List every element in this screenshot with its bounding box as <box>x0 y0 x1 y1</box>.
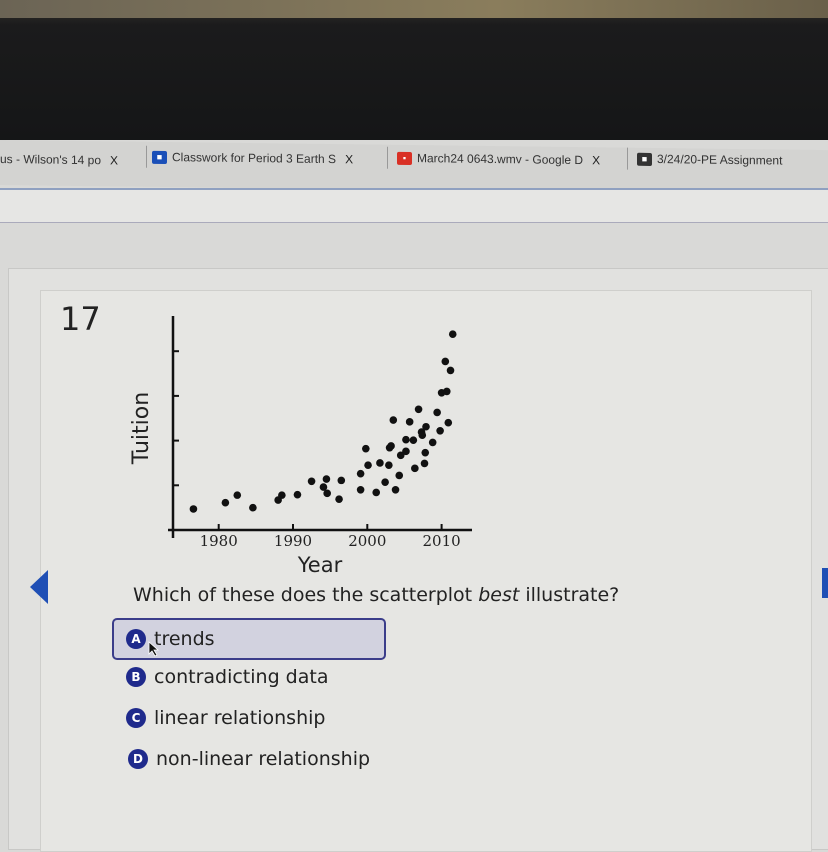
question-emphasis: best <box>478 584 520 606</box>
data-point <box>395 471 404 480</box>
data-point <box>323 489 331 498</box>
option-label: contradicting data <box>154 666 329 688</box>
data-point <box>422 422 430 431</box>
data-point <box>443 387 451 396</box>
data-point <box>319 483 328 491</box>
tab-label: us - Wilson's 14 po <box>0 152 101 168</box>
data-point <box>421 448 430 457</box>
data-point <box>389 416 398 424</box>
option-letter-badge: A <box>126 629 146 649</box>
browser-tab-bar: us - Wilson's 14 po X ■ Classwork for Pe… <box>0 140 828 196</box>
data-point <box>411 464 419 473</box>
option-label: trends <box>154 628 215 650</box>
close-icon[interactable]: X <box>345 152 354 167</box>
classroom-icon: ■ <box>637 152 652 166</box>
question-text-part: illustrate? <box>519 584 620 606</box>
tab-divider <box>146 145 147 168</box>
x-axis-label: Year <box>297 553 343 577</box>
option-letter-badge: D <box>128 749 148 769</box>
background-wall <box>0 0 828 18</box>
data-point <box>335 495 343 503</box>
data-point <box>433 408 441 417</box>
data-point <box>364 461 372 469</box>
data-point <box>337 476 346 485</box>
data-point <box>446 366 455 375</box>
data-point <box>409 436 418 444</box>
data-point <box>293 490 302 499</box>
question-number: 17 <box>60 300 101 338</box>
tab-label: Classwork for Period 3 Earth S <box>172 150 337 167</box>
data-point <box>372 488 381 497</box>
data-point <box>376 459 384 467</box>
tab-classwork[interactable]: ■ Classwork for Period 3 Earth S X <box>146 145 354 168</box>
data-point <box>322 475 331 483</box>
data-point <box>441 357 450 366</box>
data-point <box>189 505 198 513</box>
data-point <box>396 451 405 460</box>
data-point <box>387 442 395 450</box>
close-icon[interactable]: X <box>110 153 119 168</box>
data-point <box>444 418 453 427</box>
data-point <box>356 485 365 494</box>
previous-arrow-icon[interactable] <box>30 570 48 604</box>
data-point <box>414 405 423 414</box>
question-text-part: Which of these does the scatterplot <box>133 584 479 606</box>
tab-divider <box>387 146 388 169</box>
data-point <box>249 503 257 512</box>
data-point <box>436 426 444 435</box>
tab-wilson[interactable]: us - Wilson's 14 po X <box>0 152 118 167</box>
data-point <box>420 459 429 468</box>
data-point <box>221 498 230 507</box>
close-icon[interactable]: X <box>592 153 601 168</box>
data-point <box>391 485 400 494</box>
question-text: Which of these does the scatterplot best… <box>133 584 619 606</box>
data-point <box>418 431 427 440</box>
tab-divider <box>627 147 628 170</box>
option-label: linear relationship <box>154 707 326 729</box>
option-letter-badge: B <box>126 667 146 687</box>
data-point <box>381 478 389 486</box>
y-axis-label: Tuition <box>129 392 154 465</box>
data-point <box>402 447 410 456</box>
data-point <box>362 444 370 453</box>
data-point <box>402 435 410 444</box>
scatterplot: 1980 1990 2000 2010 Year Tuition <box>129 316 472 577</box>
tab-pe-assignment[interactable]: ■ 3/24/20-PE Assignment <box>627 147 783 170</box>
question-card <box>40 290 812 852</box>
data-point <box>405 418 414 426</box>
tab-label: 3/24/20-PE Assignment <box>657 152 783 168</box>
monitor-bezel <box>0 0 828 140</box>
data-point <box>356 469 365 478</box>
data-point <box>385 461 393 469</box>
data-point <box>428 438 437 447</box>
x-tick-label: 2010 <box>423 532 461 550</box>
next-arrow-icon[interactable] <box>822 568 828 598</box>
data-point <box>307 477 316 486</box>
classroom-icon: ■ <box>152 150 167 164</box>
tab-video[interactable]: ▪ March24 0643.wmv - Google D X <box>387 146 601 169</box>
option-letter-badge: C <box>126 708 146 728</box>
data-point <box>233 491 242 499</box>
mouse-cursor-icon <box>148 641 160 657</box>
data-point <box>278 491 286 499</box>
x-tick-label: 1980 <box>200 532 238 550</box>
option-label: non-linear relationship <box>156 748 371 770</box>
data-point <box>448 330 457 339</box>
address-bar-area <box>0 188 828 223</box>
tab-label: March24 0643.wmv - Google D <box>417 151 584 168</box>
video-icon: ▪ <box>397 151 412 165</box>
x-tick-label: 1990 <box>274 532 312 550</box>
x-tick-label: 2000 <box>348 532 386 550</box>
